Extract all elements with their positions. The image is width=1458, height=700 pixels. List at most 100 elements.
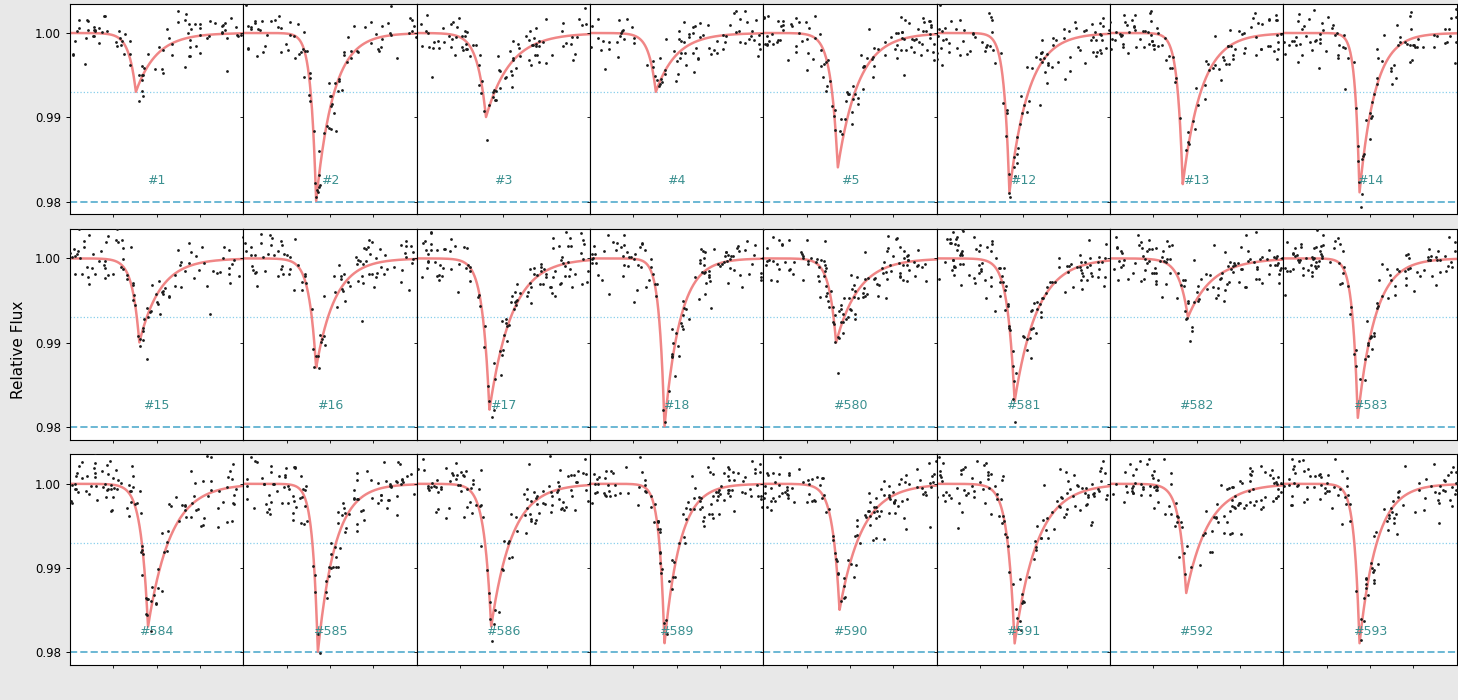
Point <box>1124 42 1147 53</box>
Point <box>157 291 181 302</box>
Point <box>712 29 735 41</box>
Point <box>327 561 350 573</box>
Point <box>924 456 948 467</box>
Point <box>897 249 920 260</box>
Point <box>955 48 978 60</box>
Point <box>987 510 1010 522</box>
Point <box>163 491 187 503</box>
Point <box>980 246 1003 257</box>
Point <box>322 561 346 573</box>
Point <box>1385 264 1408 275</box>
Point <box>926 30 949 41</box>
Point <box>1070 274 1094 286</box>
Point <box>270 498 293 509</box>
Point <box>121 277 144 288</box>
Point <box>525 498 548 510</box>
Point <box>295 480 318 491</box>
Point <box>746 490 770 501</box>
Point <box>1220 261 1244 272</box>
Point <box>481 412 504 423</box>
Point <box>102 491 125 503</box>
Point <box>214 33 238 44</box>
Point <box>1258 443 1282 454</box>
Point <box>697 19 720 30</box>
Point <box>528 36 551 47</box>
Point <box>1169 517 1193 528</box>
Point <box>681 470 704 481</box>
Point <box>853 282 876 293</box>
Point <box>665 328 688 339</box>
Point <box>697 42 720 53</box>
Point <box>994 280 1018 291</box>
Point <box>1005 603 1028 615</box>
Point <box>919 33 942 44</box>
Point <box>888 258 911 269</box>
Point <box>201 265 225 276</box>
Point <box>233 0 257 11</box>
Point <box>919 20 942 31</box>
Point <box>182 490 206 501</box>
Point <box>1362 88 1385 99</box>
Point <box>1406 41 1429 52</box>
Point <box>468 59 491 70</box>
Point <box>1322 243 1346 254</box>
Point <box>539 281 563 292</box>
Point <box>1212 51 1235 62</box>
Point <box>440 16 464 27</box>
Point <box>1006 624 1029 635</box>
Point <box>716 487 739 498</box>
Point <box>583 248 607 260</box>
Point <box>83 447 106 458</box>
Point <box>962 272 986 284</box>
Point <box>1089 475 1112 486</box>
Point <box>389 458 413 470</box>
Point <box>894 469 917 480</box>
Text: #5: #5 <box>841 174 859 187</box>
Point <box>878 480 901 491</box>
Point <box>157 525 181 536</box>
Point <box>1443 4 1458 15</box>
Point <box>733 487 757 498</box>
Point <box>951 249 974 260</box>
Point <box>640 262 663 273</box>
Point <box>1158 51 1181 62</box>
Point <box>217 244 241 256</box>
Point <box>490 369 513 380</box>
Point <box>251 47 274 58</box>
Point <box>1143 466 1166 477</box>
Point <box>1280 500 1303 511</box>
Point <box>822 318 846 330</box>
Point <box>63 35 86 46</box>
Point <box>1187 99 1210 111</box>
Point <box>1438 24 1458 35</box>
Point <box>913 17 936 28</box>
Point <box>827 333 850 344</box>
Point <box>130 69 153 80</box>
Point <box>830 317 853 328</box>
Point <box>822 111 846 122</box>
Point <box>318 122 341 134</box>
Point <box>911 12 935 23</box>
Point <box>131 69 155 80</box>
Point <box>1094 272 1117 283</box>
Point <box>1360 344 1384 355</box>
Point <box>844 314 868 325</box>
Point <box>796 496 819 507</box>
Point <box>1432 475 1455 486</box>
Point <box>239 23 262 34</box>
Point <box>213 241 236 252</box>
Point <box>203 18 226 29</box>
Point <box>586 269 609 280</box>
Point <box>1216 517 1239 528</box>
Point <box>1124 463 1147 475</box>
Point <box>1110 216 1133 228</box>
Point <box>1005 132 1028 143</box>
Point <box>643 517 666 528</box>
Point <box>118 510 141 522</box>
Point <box>843 88 866 99</box>
Point <box>869 505 892 517</box>
Point <box>589 44 612 55</box>
Point <box>884 44 907 55</box>
Point <box>685 42 709 53</box>
Point <box>1203 512 1226 523</box>
